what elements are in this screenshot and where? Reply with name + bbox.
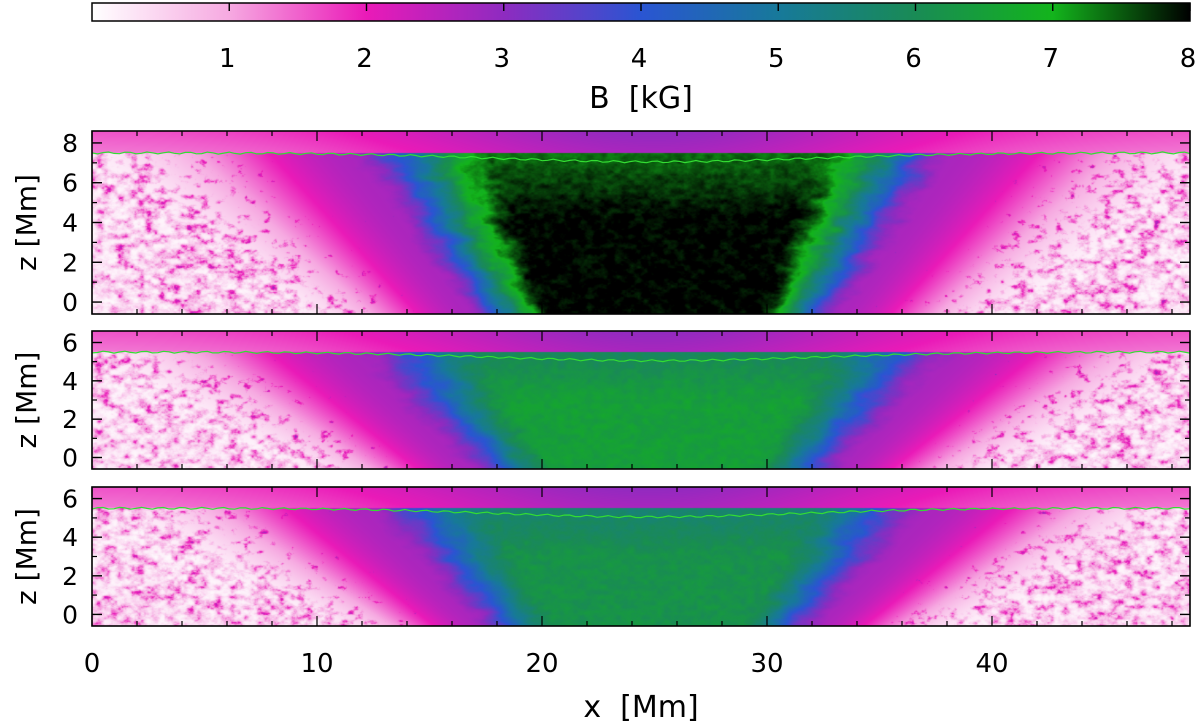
x-tick-labels: 0 10 20 30 40 (84, 649, 1009, 679)
colorbar-tick-label: 4 (631, 44, 648, 74)
x-tick-label: 30 (750, 649, 783, 679)
y-tick-label: 4 (62, 367, 78, 396)
panels: 0 2 4 6 8 z [Mm] 0 2 4 6 z [Mm] 0 2 4 6 z [Mm] (10, 129, 1191, 629)
tau-contour (91, 350, 1191, 363)
colorbar-label: B [kG] (589, 81, 693, 116)
y-axis-label: z [Mm] (10, 352, 43, 449)
colorbar-tick-label: 3 (493, 44, 510, 74)
y-tick-label: 6 (62, 485, 78, 514)
colorbar-ticks: 1 2 3 4 5 6 7 8 (219, 3, 1196, 74)
y-tick-label: 6 (62, 169, 78, 198)
y-axis-label: z [Mm] (10, 174, 43, 271)
panel-2: 0 2 4 6 z [Mm] (10, 329, 1191, 473)
colorbar-tick-label: 2 (356, 44, 373, 74)
y-tick-label: 2 (62, 405, 78, 434)
y-tick-label: 0 (62, 288, 78, 317)
x-axis: 0 10 20 30 40 x [Mm] (84, 649, 1009, 725)
y-axis-label: z [Mm] (10, 508, 43, 605)
y-tick-label: 6 (62, 329, 78, 358)
tau-contour (91, 151, 1191, 164)
y-tick-label: 0 (62, 444, 78, 473)
x-tick-label: 0 (84, 649, 101, 679)
y-tick-label: 2 (62, 248, 78, 277)
x-tick-label: 20 (525, 649, 558, 679)
colorbar: 1 2 3 4 5 6 7 8 B [kG] (91, 2, 1196, 116)
y-tick-label: 0 (62, 600, 78, 629)
x-axis-label: x [Mm] (583, 690, 698, 725)
colorbar-tick-label: 8 (1180, 44, 1197, 74)
y-tick-label: 8 (62, 129, 78, 158)
colorbar-tick-label: 6 (905, 44, 922, 74)
y-tick-label: 4 (62, 209, 78, 238)
colorbar-tick-label: 1 (219, 44, 236, 74)
y-tick-label: 2 (62, 562, 78, 591)
y-tick-label: 4 (62, 523, 78, 552)
panel-3: 0 2 4 6 z [Mm] (10, 485, 1191, 629)
x-tick-label: 10 (300, 649, 333, 679)
colorbar-tick-label: 5 (768, 44, 785, 74)
colorbar-tick-label: 7 (1042, 44, 1059, 74)
heatmap-2 (92, 331, 1190, 469)
panel-1: 0 2 4 6 8 z [Mm] (10, 129, 1191, 317)
x-tick-label: 40 (975, 649, 1008, 679)
heatmap-1 (92, 131, 1190, 314)
heatmap-3 (92, 487, 1190, 626)
tau-contour (91, 506, 1191, 519)
